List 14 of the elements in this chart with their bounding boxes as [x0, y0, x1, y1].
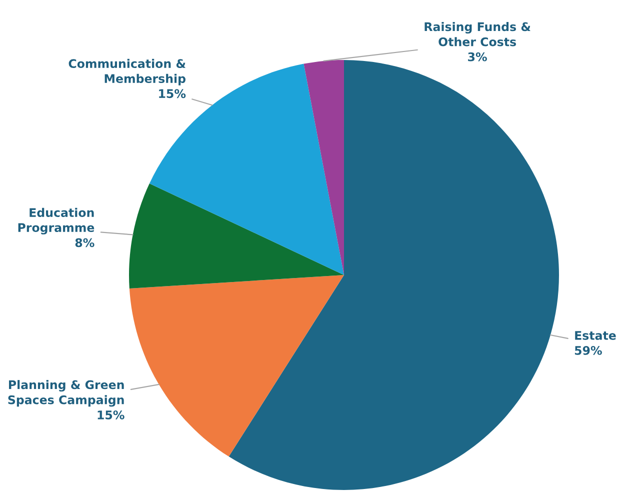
pie-slice — [304, 60, 344, 275]
data-label: 3% — [468, 52, 487, 62]
data-label: 15% — [98, 410, 124, 420]
data-label: 15% — [159, 89, 186, 98]
slice-label: Estate — [575, 331, 616, 340]
pie-slice — [228, 60, 559, 490]
pie-slice — [129, 183, 344, 288]
data-label: 8% — [75, 238, 94, 248]
pie-slice — [129, 275, 344, 457]
slice-label: Education Programme — [18, 208, 94, 234]
slice-label: Communication & Membership — [68, 58, 186, 86]
data-label: 59% — [574, 346, 602, 355]
slice-label: Raising Funds & Other Costs — [424, 22, 530, 46]
slice-label: Planning & Green Spaces Campaign — [8, 380, 124, 407]
